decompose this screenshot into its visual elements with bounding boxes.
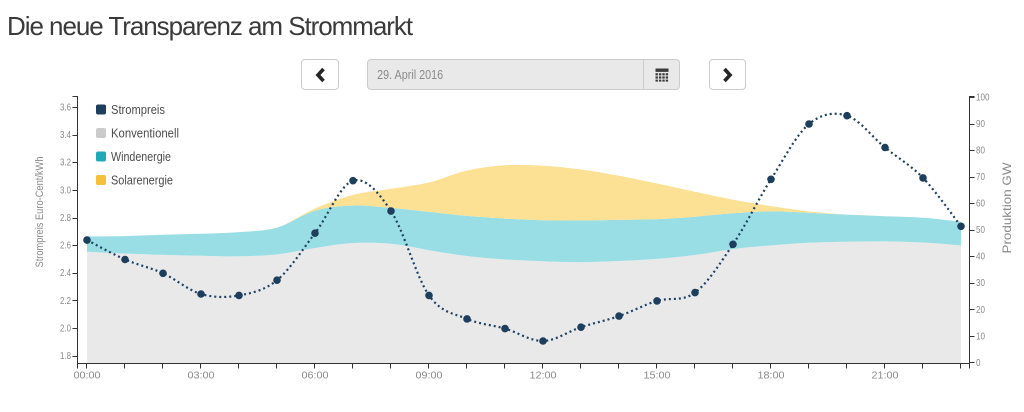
svg-text:2.0: 2.0 xyxy=(60,323,71,335)
svg-text:2.8: 2.8 xyxy=(60,212,71,224)
svg-text:Strompreis: Strompreis xyxy=(111,103,165,117)
svg-text:09:00: 09:00 xyxy=(416,370,443,382)
svg-text:60: 60 xyxy=(976,198,985,210)
svg-text:40: 40 xyxy=(976,251,985,263)
svg-text:80: 80 xyxy=(976,145,985,157)
svg-text:50: 50 xyxy=(976,224,985,236)
svg-text:0: 0 xyxy=(976,357,981,369)
svg-text:3.0: 3.0 xyxy=(60,184,71,196)
svg-text:12:00: 12:00 xyxy=(530,370,557,382)
svg-text:20: 20 xyxy=(976,304,985,316)
svg-text:Solarenergie: Solarenergie xyxy=(111,174,173,188)
svg-text:Strompreis Euro-Cent/kWh: Strompreis Euro-Cent/kWh xyxy=(34,157,46,268)
svg-text:30: 30 xyxy=(976,277,985,289)
svg-text:00:00: 00:00 xyxy=(74,370,101,382)
svg-text:10: 10 xyxy=(976,330,985,342)
svg-text:1.8: 1.8 xyxy=(60,350,71,362)
svg-text:Konventionell: Konventionell xyxy=(111,127,179,141)
svg-text:3.2: 3.2 xyxy=(60,157,71,169)
svg-text:2.6: 2.6 xyxy=(60,240,71,252)
svg-text:21:00: 21:00 xyxy=(872,370,899,382)
svg-text:2.4: 2.4 xyxy=(60,267,71,279)
svg-text:2.2: 2.2 xyxy=(60,295,71,307)
svg-text:3.4: 3.4 xyxy=(60,129,71,141)
svg-text:15:00: 15:00 xyxy=(644,370,671,382)
svg-text:100: 100 xyxy=(976,91,990,103)
svg-text:Windenergie: Windenergie xyxy=(111,150,171,164)
svg-text:Produktion GW: Produktion GW xyxy=(1000,162,1014,254)
svg-text:03:00: 03:00 xyxy=(188,370,215,382)
svg-text:90: 90 xyxy=(976,118,985,130)
svg-text:06:00: 06:00 xyxy=(302,370,329,382)
svg-text:18:00: 18:00 xyxy=(758,370,785,382)
svg-text:70: 70 xyxy=(976,171,985,183)
svg-text:3.6: 3.6 xyxy=(60,101,71,113)
